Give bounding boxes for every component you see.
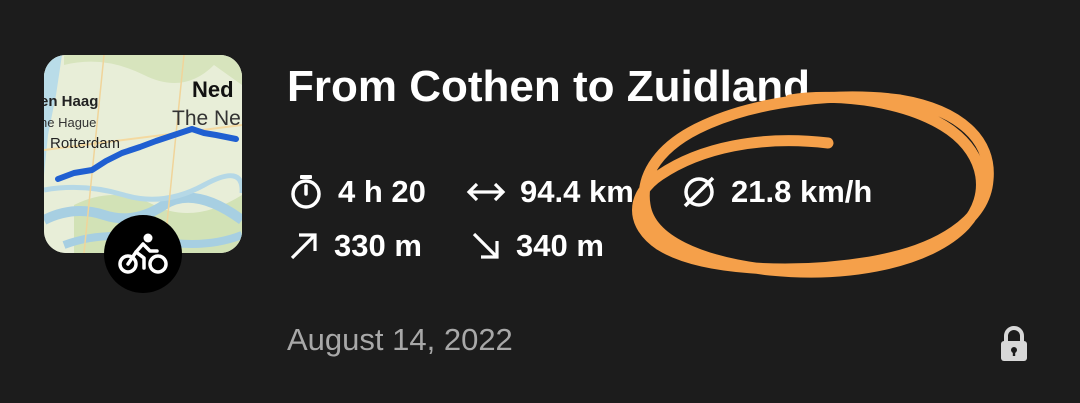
- map-label-rotterdam: Rotterdam: [50, 135, 121, 152]
- map-label-ned: Ned: [192, 77, 234, 102]
- route-line: [55, 126, 239, 182]
- stat-uphill: 330 m: [288, 228, 422, 264]
- bike-icon: [118, 233, 168, 274]
- stat-duration-value: 4 h 20: [338, 174, 426, 209]
- stat-downhill: 340 m: [470, 228, 604, 264]
- stat-distance-value: 94.4 km: [520, 174, 634, 209]
- stat-avg-speed: 21.8 km/h: [681, 174, 872, 210]
- arrow-up-right-icon: [288, 230, 320, 262]
- stat-downhill-value: 340 m: [516, 228, 604, 263]
- tour-title[interactable]: From Cothen to Zuidland: [287, 62, 811, 111]
- horizontal-arrows-icon: [466, 179, 506, 205]
- lock-icon[interactable]: [998, 326, 1030, 362]
- arrow-down-right-icon: [470, 230, 502, 262]
- stat-avg-speed-value: 21.8 km/h: [731, 174, 873, 209]
- stat-uphill-value: 330 m: [334, 228, 422, 263]
- stat-duration: 4 h 20: [288, 174, 426, 210]
- route-map-thumbnail[interactable]: en Haag he Hague Rotterdam Ned The Ne: [44, 55, 242, 253]
- stat-distance: 94.4 km: [466, 174, 634, 210]
- map-label-the-ne: The Ne: [172, 107, 241, 130]
- tour-date: August 14, 2022: [287, 322, 513, 357]
- sport-badge: [104, 215, 182, 293]
- stopwatch-icon: [288, 174, 324, 210]
- map-label-the-hague: he Hague: [44, 115, 97, 130]
- map-label-den-haag: en Haag: [44, 93, 99, 110]
- average-icon: [681, 174, 717, 210]
